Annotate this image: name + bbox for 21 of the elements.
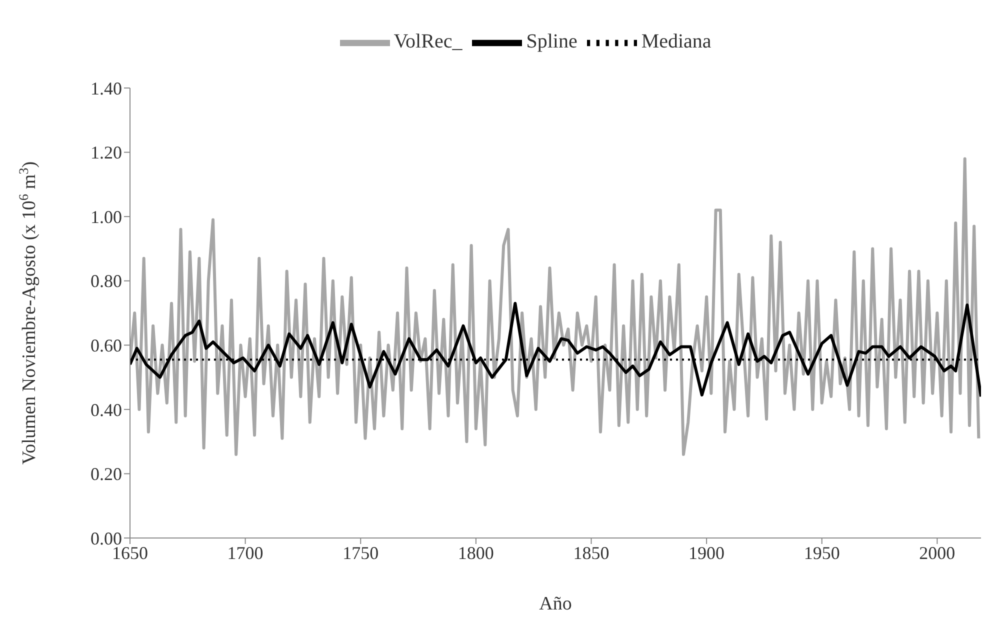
x-tick-label: 1750 (342, 542, 379, 563)
legend-label: Spline (526, 30, 578, 53)
y-tick-label: 1.00 (90, 206, 122, 227)
y-tick-label: 0.20 (90, 464, 122, 484)
legend-label: VolRec_ (394, 30, 462, 53)
y-tick-label: 0.60 (90, 336, 122, 356)
x-tick-label: 1850 (573, 542, 610, 563)
y-tick-label: 0.00 (90, 528, 122, 548)
y-tick-label: 1.20 (90, 142, 122, 163)
y-tick-label: 0.40 (90, 400, 122, 420)
y-tick-label: 1.40 (90, 78, 122, 98)
y-tick-label: 0.80 (90, 271, 122, 292)
line-series (130, 302, 981, 398)
x-tick-label: 1700 (227, 542, 264, 563)
x-tick-label: 2000 (919, 542, 956, 563)
x-axis-title: Año (539, 593, 572, 614)
x-tick-label: 1900 (688, 542, 725, 563)
x-tick-label: 1950 (804, 542, 840, 563)
line-series (130, 157, 980, 456)
x-tick-label: 1800 (458, 542, 494, 563)
legend-label: Mediana (641, 30, 712, 53)
